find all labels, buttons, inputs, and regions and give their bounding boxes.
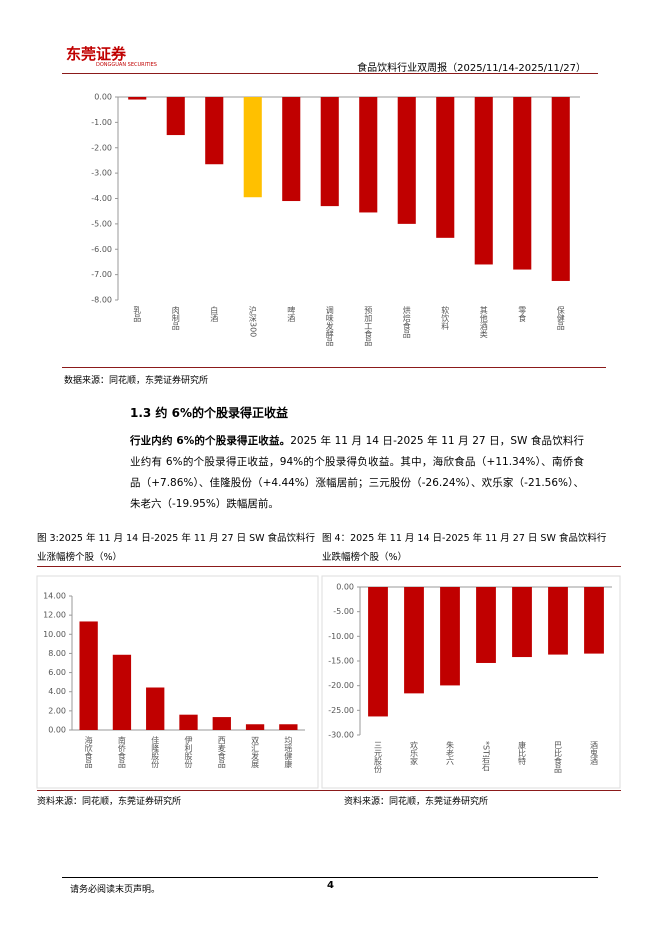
- x-tick-label: 伊利股份: [184, 735, 193, 769]
- x-tick-label: 南侨食品: [117, 735, 126, 769]
- x-tick-label: 保健品: [556, 305, 565, 331]
- bar: [474, 97, 493, 265]
- source: 资料来源：同花顺，东莞证券研究所: [37, 797, 182, 807]
- x-tick-label: 乳品: [133, 305, 142, 323]
- x-tick-label: 沪深300: [248, 305, 257, 337]
- body: 2025 年 11 月 14 日-2025 年 11 月 27 日，SW 食品饮…: [130, 435, 585, 510]
- y-tick-label: -25.00: [328, 706, 354, 715]
- page-number: 4: [327, 880, 334, 891]
- bar: [245, 724, 265, 730]
- y-tick-label: -8.00: [91, 296, 112, 305]
- x-tick-label: 软饮料: [441, 305, 450, 331]
- x-tick-label: 三元股份: [374, 741, 383, 774]
- source: 资料来源：同花顺，东莞证券研究所: [344, 797, 489, 807]
- x-tick-label: 预加工食品: [364, 305, 373, 347]
- y-tick-label: 0.00: [94, 93, 112, 102]
- x-tick-label: *ST岩石: [482, 741, 491, 772]
- source: 数据来源：同花顺，东莞证券研究所: [64, 376, 209, 386]
- y-tick-label: 0.00: [48, 726, 66, 735]
- y-tick-label: -30.00: [328, 731, 354, 740]
- y-tick-label: 6.00: [48, 668, 66, 677]
- caption: 图 3:2025 年 11 月 14 日-2025 年 11 月 27 日 SW…: [37, 533, 316, 563]
- bar: [205, 97, 224, 165]
- x-tick-label: 欢乐家: [410, 740, 419, 765]
- y-tick-label: 0.00: [336, 583, 354, 592]
- y-tick-label: 4.00: [48, 687, 66, 696]
- y-tick-label: 8.00: [48, 649, 66, 658]
- header-title: 食品饮料行业双周报（2025/11/14-2025/11/27）: [357, 63, 586, 74]
- rule: [37, 790, 621, 791]
- y-tick-label: -3.00: [91, 169, 112, 178]
- rule: [62, 367, 606, 368]
- bar: [282, 97, 301, 202]
- y-tick-label: 14.00: [43, 592, 66, 601]
- logo-sub: DONGGUAN SECURITIES: [96, 62, 157, 68]
- bar: [548, 587, 568, 655]
- x-tick-label: 啤酒: [287, 305, 296, 323]
- x-tick-label: 双汇发展: [251, 736, 260, 769]
- bar: [320, 97, 339, 207]
- rule: [62, 877, 598, 878]
- bar: [359, 97, 378, 213]
- y-tick-label: -5.00: [333, 607, 354, 616]
- x-tick-label: 佳隆股份: [151, 735, 160, 769]
- y-tick-label: -10.00: [328, 632, 354, 641]
- logo: 东莞证券: [66, 45, 127, 63]
- rule: [37, 566, 621, 567]
- y-tick-label: -1.00: [91, 118, 112, 127]
- x-tick-label: 巴比食品: [554, 741, 563, 774]
- bar: [512, 587, 532, 658]
- x-tick-label: 海欣食品: [84, 735, 93, 769]
- x-tick-label: 均瑶健康: [284, 735, 293, 768]
- bar: [112, 654, 132, 730]
- y-tick-label: -4.00: [91, 194, 112, 203]
- rule: [62, 73, 598, 74]
- y-tick-label: 2.00: [48, 706, 66, 715]
- y-tick-label: -5.00: [91, 219, 112, 228]
- bar: [146, 687, 165, 730]
- y-tick-label: -7.00: [91, 270, 112, 279]
- bar: [79, 621, 98, 730]
- bar: [436, 97, 455, 238]
- x-tick-label: 调味发酵品: [325, 306, 334, 347]
- caption: 图 4：2025 年 11 月 14 日-2025 年 11 月 27 日 SW…: [322, 533, 607, 563]
- bar: [551, 97, 570, 281]
- y-tick-label: 12.00: [43, 611, 66, 620]
- x-tick-label: 其他酒类: [479, 306, 488, 339]
- bar: [243, 97, 262, 198]
- bar: [279, 724, 298, 730]
- y-tick-label: 10.00: [43, 630, 66, 639]
- x-tick-label: 肉制品: [171, 305, 180, 331]
- bar: [179, 714, 198, 730]
- bar: [513, 97, 532, 270]
- y-tick-label: -15.00: [328, 657, 354, 666]
- bar: [397, 97, 416, 224]
- paragraph: 行业内约 6%的个股录得正收益。2025 年 11 月 14 日-2025 年 …: [130, 431, 584, 515]
- bar: [128, 97, 147, 100]
- bar: [166, 97, 185, 136]
- bar: [584, 587, 604, 654]
- bar: [368, 587, 388, 717]
- x-tick-label: 零食: [518, 306, 527, 323]
- bar: [212, 717, 231, 730]
- bar: [476, 587, 496, 663]
- bar: [440, 587, 460, 686]
- y-tick-label: -20.00: [328, 681, 354, 690]
- x-tick-label: 朱老六: [446, 740, 455, 766]
- chart-frame: [321, 575, 621, 789]
- x-tick-label: 烘焙食品: [402, 305, 411, 339]
- section-heading: 1.3 约 6%的个股录得正收益: [130, 406, 288, 420]
- y-tick-label: -2.00: [91, 143, 112, 152]
- bar: [404, 587, 424, 694]
- lead: 行业内约 6%的个股录得正收益。: [130, 435, 291, 447]
- footer-note: 请务必阅读末页声明。: [70, 885, 161, 895]
- x-tick-label: 康比特: [518, 740, 527, 765]
- x-tick-label: 白酒: [210, 305, 219, 323]
- x-tick-label: 西麦食品: [217, 736, 226, 769]
- y-tick-label: -6.00: [91, 245, 112, 254]
- chart-frame: [36, 575, 319, 789]
- x-tick-label: 酒鬼酒: [590, 741, 599, 766]
